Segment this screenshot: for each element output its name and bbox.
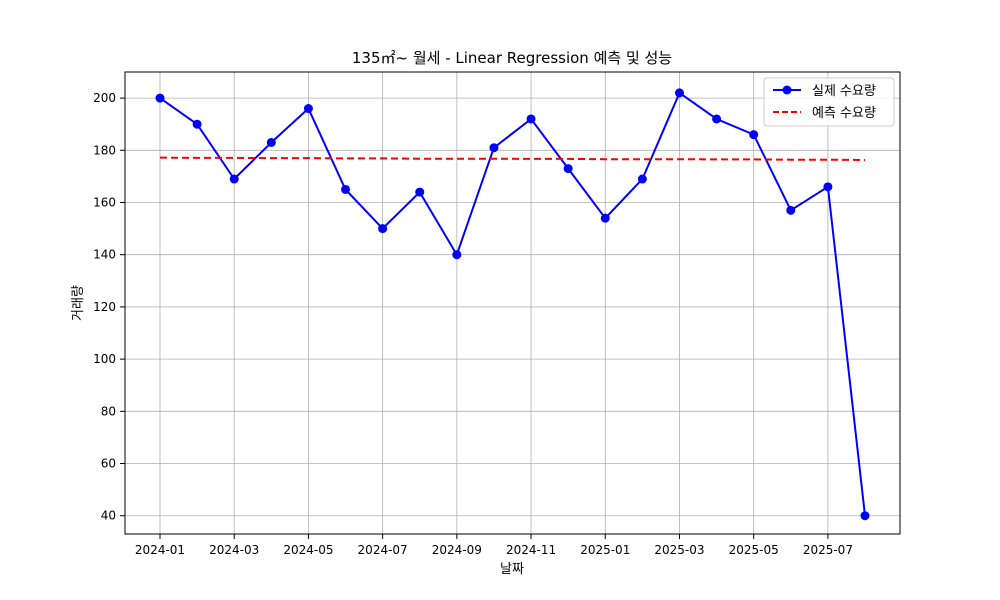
- x-tick-label: 2024-07: [358, 543, 408, 557]
- series-0: [155, 88, 870, 521]
- data-point: [229, 174, 239, 184]
- y-tick-label: 60: [101, 457, 116, 471]
- data-point: [749, 130, 759, 140]
- data-point: [452, 250, 462, 260]
- x-axis-title: 날짜: [500, 562, 524, 577]
- series-line-0: [159, 91, 866, 516]
- y-axis-ticks: 40 60 80 100 120 140 160 180 200: [93, 91, 125, 523]
- data-point: [378, 224, 388, 234]
- x-tick-label: 2025-01: [580, 543, 630, 557]
- data-point: [155, 93, 165, 103]
- data-point: [192, 119, 202, 129]
- y-tick-label: 80: [101, 404, 116, 418]
- data-point: [823, 182, 833, 192]
- data-point: [600, 213, 610, 223]
- x-tick-label: 2024-11: [506, 543, 556, 557]
- x-tick-label: 2025-03: [654, 543, 704, 557]
- legend: 실제 수요량 예측 수요량: [763, 77, 895, 127]
- x-axis-ticks: 2024-01 2024-03 2024-05 2024-07 2024-09 2024-…: [135, 534, 853, 557]
- data-point: [341, 184, 351, 194]
- y-tick-label: 180: [93, 143, 116, 157]
- x-tick-label: 2025-05: [729, 543, 779, 557]
- y-tick-label: 140: [93, 248, 116, 262]
- legend-marker-actual: [782, 85, 792, 95]
- series-line-1: [159, 156, 866, 161]
- series-1: [159, 156, 866, 161]
- x-tick-label: 2024-05: [283, 543, 333, 557]
- y-tick-label: 40: [101, 509, 116, 523]
- data-point: [526, 114, 536, 124]
- data-point: [674, 88, 684, 98]
- x-tick-label: 2025-07: [803, 543, 853, 557]
- x-tick-label: 2024-01: [135, 543, 185, 557]
- data-point: [786, 205, 796, 215]
- data-point: [415, 187, 425, 197]
- x-tick-label: 2024-03: [209, 543, 259, 557]
- y-tick-label: 100: [93, 352, 116, 366]
- data-point: [303, 104, 313, 114]
- legend-label-actual: 실제 수요량: [812, 84, 876, 99]
- data-point: [637, 174, 647, 184]
- data-point: [563, 164, 573, 174]
- plot-frame: [124, 71, 901, 535]
- data-point: [712, 114, 722, 124]
- grid-lines: [125, 72, 900, 534]
- y-axis-title: 거래량: [71, 285, 86, 321]
- series-layer: [155, 88, 870, 521]
- data-point: [266, 137, 276, 147]
- y-tick-label: 120: [93, 300, 116, 314]
- chart-title: 135㎡~ 월세 - Linear Regression 예측 및 성능: [352, 49, 672, 67]
- legend-label-predicted: 예측 수요량: [812, 106, 876, 121]
- data-point: [860, 511, 870, 521]
- data-point: [489, 143, 499, 153]
- x-tick-label: 2024-09: [432, 543, 482, 557]
- y-tick-label: 200: [93, 91, 116, 105]
- plot-background: [125, 72, 900, 534]
- y-tick-label: 160: [93, 196, 116, 210]
